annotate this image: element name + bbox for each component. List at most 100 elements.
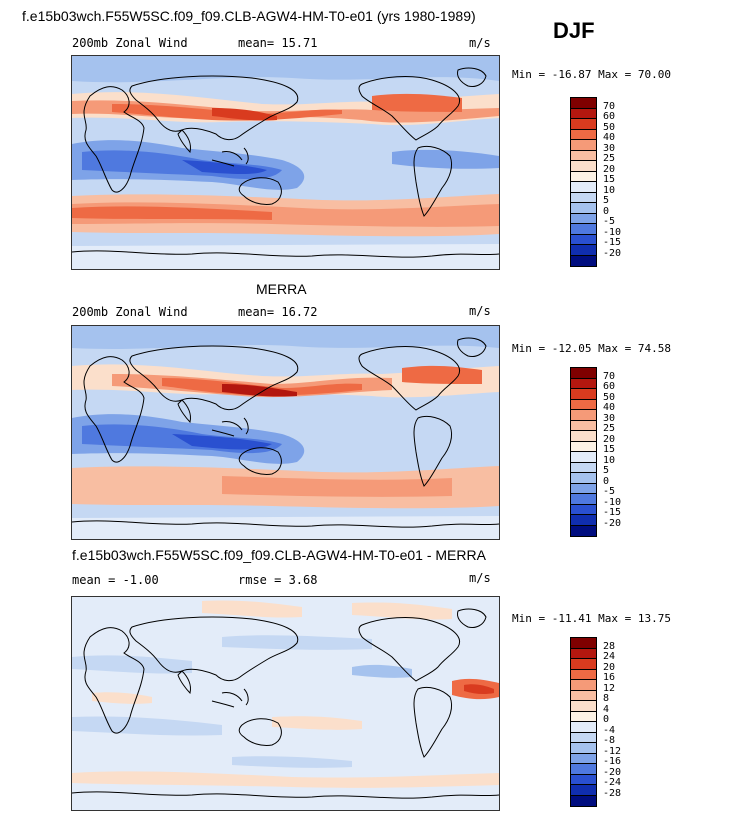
panel1-map bbox=[71, 55, 500, 270]
colorbar-tick-label: 60 bbox=[603, 111, 616, 122]
colorbar-swatch bbox=[571, 722, 596, 733]
panel3-map-svg bbox=[72, 597, 499, 810]
colorbar-swatch bbox=[571, 182, 596, 193]
panel1-units: m/s bbox=[469, 36, 491, 50]
colorbar-tick-label: 60 bbox=[603, 381, 616, 392]
colorbar-swatch bbox=[571, 462, 596, 473]
colorbar-swatch bbox=[571, 119, 596, 130]
colorbar-tick-label: 10 bbox=[603, 454, 616, 466]
colorbar-swatch bbox=[571, 108, 596, 119]
panel3-rmse: rmse = 3.68 bbox=[238, 573, 318, 587]
colorbar-swatch bbox=[571, 795, 596, 806]
colorbar-swatch bbox=[571, 701, 596, 712]
panel3-units: m/s bbox=[469, 571, 491, 585]
season-label: DJF bbox=[553, 18, 595, 43]
colorbar-tick-label: -20 bbox=[603, 247, 622, 259]
colorbar-swatch bbox=[571, 785, 596, 796]
colorbar-tick-label: 25 bbox=[603, 153, 616, 164]
colorbar-swatch bbox=[571, 389, 596, 400]
colorbar-tick-label: -15 bbox=[603, 237, 622, 248]
colorbar-tick-label: -5 bbox=[603, 216, 616, 227]
colorbar-tick-label: 25 bbox=[603, 423, 616, 434]
colorbar-swatch bbox=[571, 203, 596, 214]
colorbar-tick-label: 24 bbox=[603, 651, 616, 662]
colorbar-swatch bbox=[571, 98, 596, 109]
panel2-units: m/s bbox=[469, 304, 491, 318]
colorbar-tick-label: 8 bbox=[603, 693, 610, 704]
colorbar-tick-label: 20 bbox=[603, 163, 616, 175]
colorbar-tick-label: 5 bbox=[603, 465, 610, 476]
colorbar-swatch bbox=[571, 680, 596, 691]
panel2-colorbar bbox=[570, 367, 597, 537]
colorbar-tick-label: 20 bbox=[603, 433, 616, 445]
colorbar-swatch bbox=[571, 452, 596, 463]
colorbar-tick-label: 70 bbox=[603, 370, 616, 382]
colorbar-tick-label: 0 bbox=[603, 205, 610, 217]
panel2-variable: 200mb Zonal Wind bbox=[72, 305, 188, 319]
panel2-map bbox=[71, 325, 500, 540]
colorbar-tick-label: -10 bbox=[603, 226, 622, 238]
colorbar-swatch bbox=[571, 171, 596, 182]
colorbar-swatch bbox=[571, 504, 596, 515]
colorbar-swatch bbox=[571, 515, 596, 526]
colorbar-tick-label: 5 bbox=[603, 195, 610, 206]
colorbar-swatch bbox=[571, 378, 596, 389]
colorbar-tick-label: 50 bbox=[603, 121, 616, 133]
colorbar-tick-label: 30 bbox=[603, 142, 616, 154]
colorbar-tick-label: -5 bbox=[603, 486, 616, 497]
colorbar-swatch bbox=[571, 431, 596, 442]
colorbar-tick-label: -10 bbox=[603, 496, 622, 508]
colorbar-swatch bbox=[571, 753, 596, 764]
colorbar-swatch bbox=[571, 711, 596, 722]
colorbar-tick-label: 20 bbox=[603, 661, 616, 673]
panel1-variable: 200mb Zonal Wind bbox=[72, 36, 188, 50]
colorbar-tick-label: 4 bbox=[603, 703, 610, 715]
panel2-minmax: Min = -12.05 Max = 74.58 bbox=[512, 342, 671, 355]
colorbar-tick-label: -12 bbox=[603, 745, 622, 757]
colorbar-swatch bbox=[571, 669, 596, 680]
colorbar-tick-label: -28 bbox=[603, 787, 622, 799]
colorbar-swatch bbox=[571, 150, 596, 161]
colorbar-swatch bbox=[571, 659, 596, 670]
colorbar-swatch bbox=[571, 494, 596, 505]
colorbar-swatch bbox=[571, 441, 596, 452]
colorbar-swatch bbox=[571, 420, 596, 431]
panel1-mean: mean= 15.71 bbox=[238, 36, 318, 50]
panel3-colorbar bbox=[570, 637, 597, 807]
colorbar-tick-label: 12 bbox=[603, 682, 616, 694]
colorbar-tick-label: -8 bbox=[603, 735, 616, 746]
panel1-map-svg bbox=[72, 56, 499, 269]
panel2-mean: mean= 16.72 bbox=[238, 305, 318, 319]
colorbar-swatch bbox=[571, 255, 596, 266]
panel3-map bbox=[71, 596, 500, 811]
panel1-minmax: Min = -16.87 Max = 70.00 bbox=[512, 68, 671, 81]
panel1-colorbar bbox=[570, 97, 597, 267]
panel3-title: f.e15b03wch.F55W5SC.f09_f09.CLB-AGW4-HM-… bbox=[72, 547, 486, 563]
panel3-mean: mean = -1.00 bbox=[72, 573, 159, 587]
panel3-minmax: Min = -11.41 Max = 13.75 bbox=[512, 612, 671, 625]
colorbar-tick-label: 28 bbox=[603, 640, 616, 652]
colorbar-swatch bbox=[571, 483, 596, 494]
colorbar-tick-label: 16 bbox=[603, 672, 616, 683]
colorbar-swatch bbox=[571, 129, 596, 140]
colorbar-tick-label: 30 bbox=[603, 412, 616, 424]
colorbar-tick-label: -20 bbox=[603, 517, 622, 529]
colorbar-tick-label: 10 bbox=[603, 184, 616, 196]
colorbar-swatch bbox=[571, 234, 596, 245]
colorbar-swatch bbox=[571, 638, 596, 649]
colorbar-swatch bbox=[571, 245, 596, 256]
colorbar-swatch bbox=[571, 648, 596, 659]
colorbar-tick-label: 15 bbox=[603, 444, 616, 455]
colorbar-swatch bbox=[571, 764, 596, 775]
colorbar-tick-label: -4 bbox=[603, 724, 616, 736]
colorbar-tick-label: 40 bbox=[603, 402, 616, 413]
colorbar-tick-label: 40 bbox=[603, 132, 616, 143]
colorbar-swatch bbox=[571, 161, 596, 172]
colorbar-swatch bbox=[571, 399, 596, 410]
colorbar-swatch bbox=[571, 410, 596, 421]
colorbar-tick-label: 50 bbox=[603, 391, 616, 403]
colorbar-tick-label: -24 bbox=[603, 777, 622, 788]
colorbar-swatch bbox=[571, 774, 596, 785]
colorbar-swatch bbox=[571, 368, 596, 379]
colorbar-swatch bbox=[571, 192, 596, 203]
